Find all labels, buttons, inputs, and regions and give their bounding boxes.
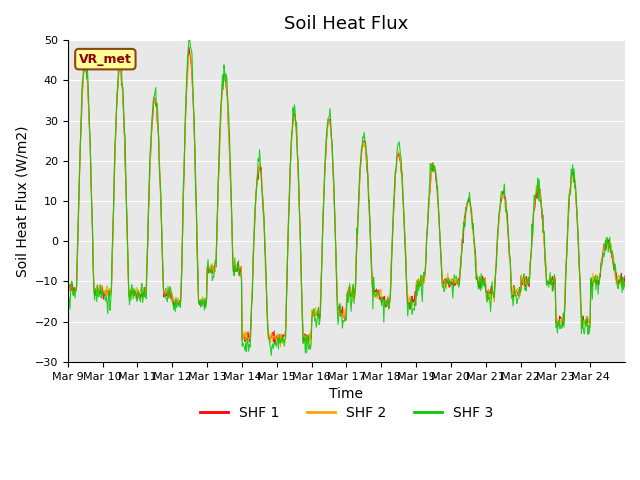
Legend: SHF 1, SHF 2, SHF 3: SHF 1, SHF 2, SHF 3 [195, 400, 499, 426]
Text: VR_met: VR_met [79, 53, 132, 66]
X-axis label: Time: Time [330, 387, 364, 401]
Y-axis label: Soil Heat Flux (W/m2): Soil Heat Flux (W/m2) [15, 125, 29, 277]
Title: Soil Heat Flux: Soil Heat Flux [284, 15, 408, 33]
